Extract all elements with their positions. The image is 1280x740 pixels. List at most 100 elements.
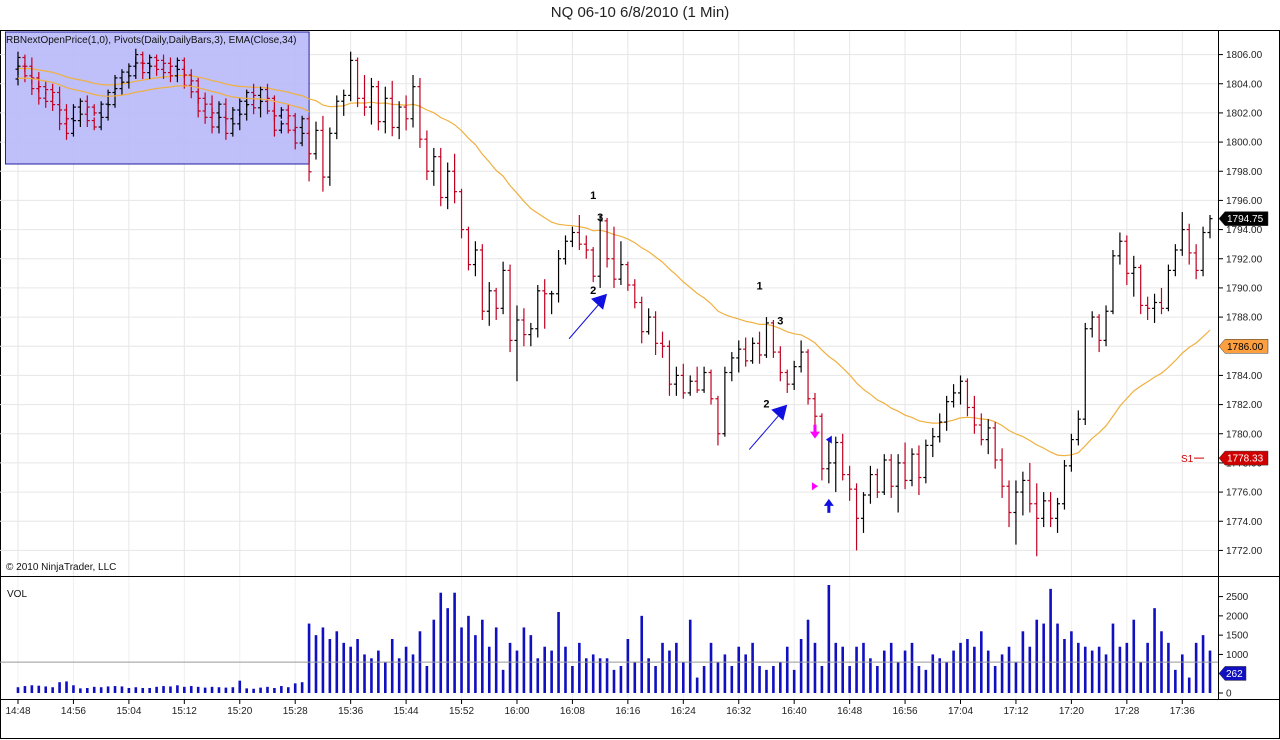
volume-bar: [633, 662, 637, 693]
time-tick-label: 17:28: [1114, 706, 1139, 717]
overlay-bar: [174, 66, 180, 83]
time-tick-label: 16:40: [782, 706, 807, 717]
price-tick-label: 1788.00: [1226, 313, 1263, 324]
volume-bar: [328, 639, 332, 693]
overlay-bar: [223, 111, 229, 140]
price-bar: [805, 349, 811, 405]
volume-bar: [834, 642, 838, 693]
overlay-bar: [50, 95, 56, 111]
volume-bar: [806, 619, 810, 693]
volume-bar: [751, 642, 754, 693]
volume-bar: [273, 687, 276, 693]
price-bar: [847, 465, 853, 501]
pattern-label: 2: [763, 399, 769, 411]
price-bar: [708, 369, 714, 405]
price-bar: [819, 413, 825, 481]
price-bar: [459, 188, 465, 239]
volume-bar: [467, 615, 470, 693]
volume-bar: [654, 666, 657, 693]
overlay-bar: [195, 88, 201, 118]
volume-bar: [557, 612, 560, 693]
volume-bar: [203, 687, 207, 693]
price-bar: [410, 75, 416, 128]
volume-bar: [1194, 642, 1198, 693]
buy-arrow-shaft: [827, 504, 831, 513]
volume-bar: [1104, 654, 1108, 693]
volume-tick-label: 1000: [1226, 650, 1249, 661]
overlay-bar: [112, 85, 118, 108]
overlay-bar: [43, 91, 49, 108]
price-bar: [500, 261, 506, 315]
volume-bar: [952, 650, 955, 693]
overlay-bar: [188, 79, 194, 99]
overlay-bar: [105, 101, 111, 121]
volume-bar: [189, 686, 193, 693]
volume-bar: [986, 650, 990, 693]
time-tick-label: 14:56: [61, 706, 86, 717]
price-bar: [1089, 311, 1095, 338]
overlay-bar: [64, 117, 70, 140]
mini-chart-overlay: [5, 31, 310, 165]
volume-bar: [584, 658, 588, 693]
volume-bar: [280, 686, 283, 693]
price-bar: [985, 419, 991, 455]
volume-bar: [384, 662, 387, 693]
entry-triangle: [811, 482, 818, 491]
volume-label: VOL: [7, 589, 27, 600]
volume-bar: [841, 646, 844, 693]
volume-bar: [730, 666, 734, 693]
price-bar: [1152, 293, 1158, 323]
price-bar: [98, 101, 104, 116]
signal-arrow-line: [568, 301, 602, 340]
price-bar: [1200, 226, 1206, 277]
price-bar: [666, 340, 672, 396]
price-bar: [1207, 215, 1213, 239]
volume-tag: 262: [1218, 666, 1247, 681]
price-bar: [465, 226, 471, 271]
price-bar: [341, 89, 347, 116]
volume-bar: [176, 685, 179, 693]
pivot-s1-label: S1: [1181, 454, 1194, 465]
volume-bar: [494, 627, 498, 693]
price-bar: [562, 235, 568, 265]
price-bar: [542, 279, 548, 329]
price-bar: [715, 395, 721, 446]
volume-axis: 25002000150010005000: [1218, 592, 1249, 700]
volume-bar: [1180, 654, 1184, 693]
volume-bar: [931, 654, 935, 693]
volume-bar: [1035, 619, 1039, 693]
price-bar: [472, 241, 478, 277]
price-bar: [992, 422, 998, 469]
price-bar: [1034, 483, 1040, 557]
volume-bar: [397, 658, 401, 693]
price-bar: [431, 147, 437, 186]
volume-tick-label: 1500: [1226, 631, 1249, 642]
volume-bar: [827, 585, 831, 693]
sell-arrow-shaft: [813, 424, 817, 433]
price-bar: [978, 413, 984, 446]
volume-bar: [1153, 608, 1156, 693]
price-bar: [722, 366, 728, 437]
price-bar: [673, 366, 679, 396]
volume-bar: [522, 627, 526, 693]
price-bar: [867, 465, 873, 504]
price-bar: [840, 433, 846, 481]
time-tick-label: 17:04: [948, 706, 973, 717]
volume-bar: [1201, 635, 1205, 693]
volume-bar: [314, 635, 318, 693]
price-bar: [479, 244, 485, 320]
volume-bar: [439, 592, 443, 693]
price-bar: [1110, 250, 1116, 315]
volume-bar: [515, 650, 519, 693]
volume-bar: [765, 669, 768, 693]
volume-bar: [196, 686, 200, 693]
volume-bar: [245, 688, 248, 693]
overlay-bar: [216, 114, 222, 134]
price-bar: [1075, 410, 1081, 446]
overlay-bar: [271, 107, 277, 137]
volume-bar: [917, 666, 921, 693]
price-tick-label: 1802.00: [1226, 108, 1263, 119]
price-bar: [1013, 480, 1019, 545]
price-bar: [854, 483, 860, 551]
